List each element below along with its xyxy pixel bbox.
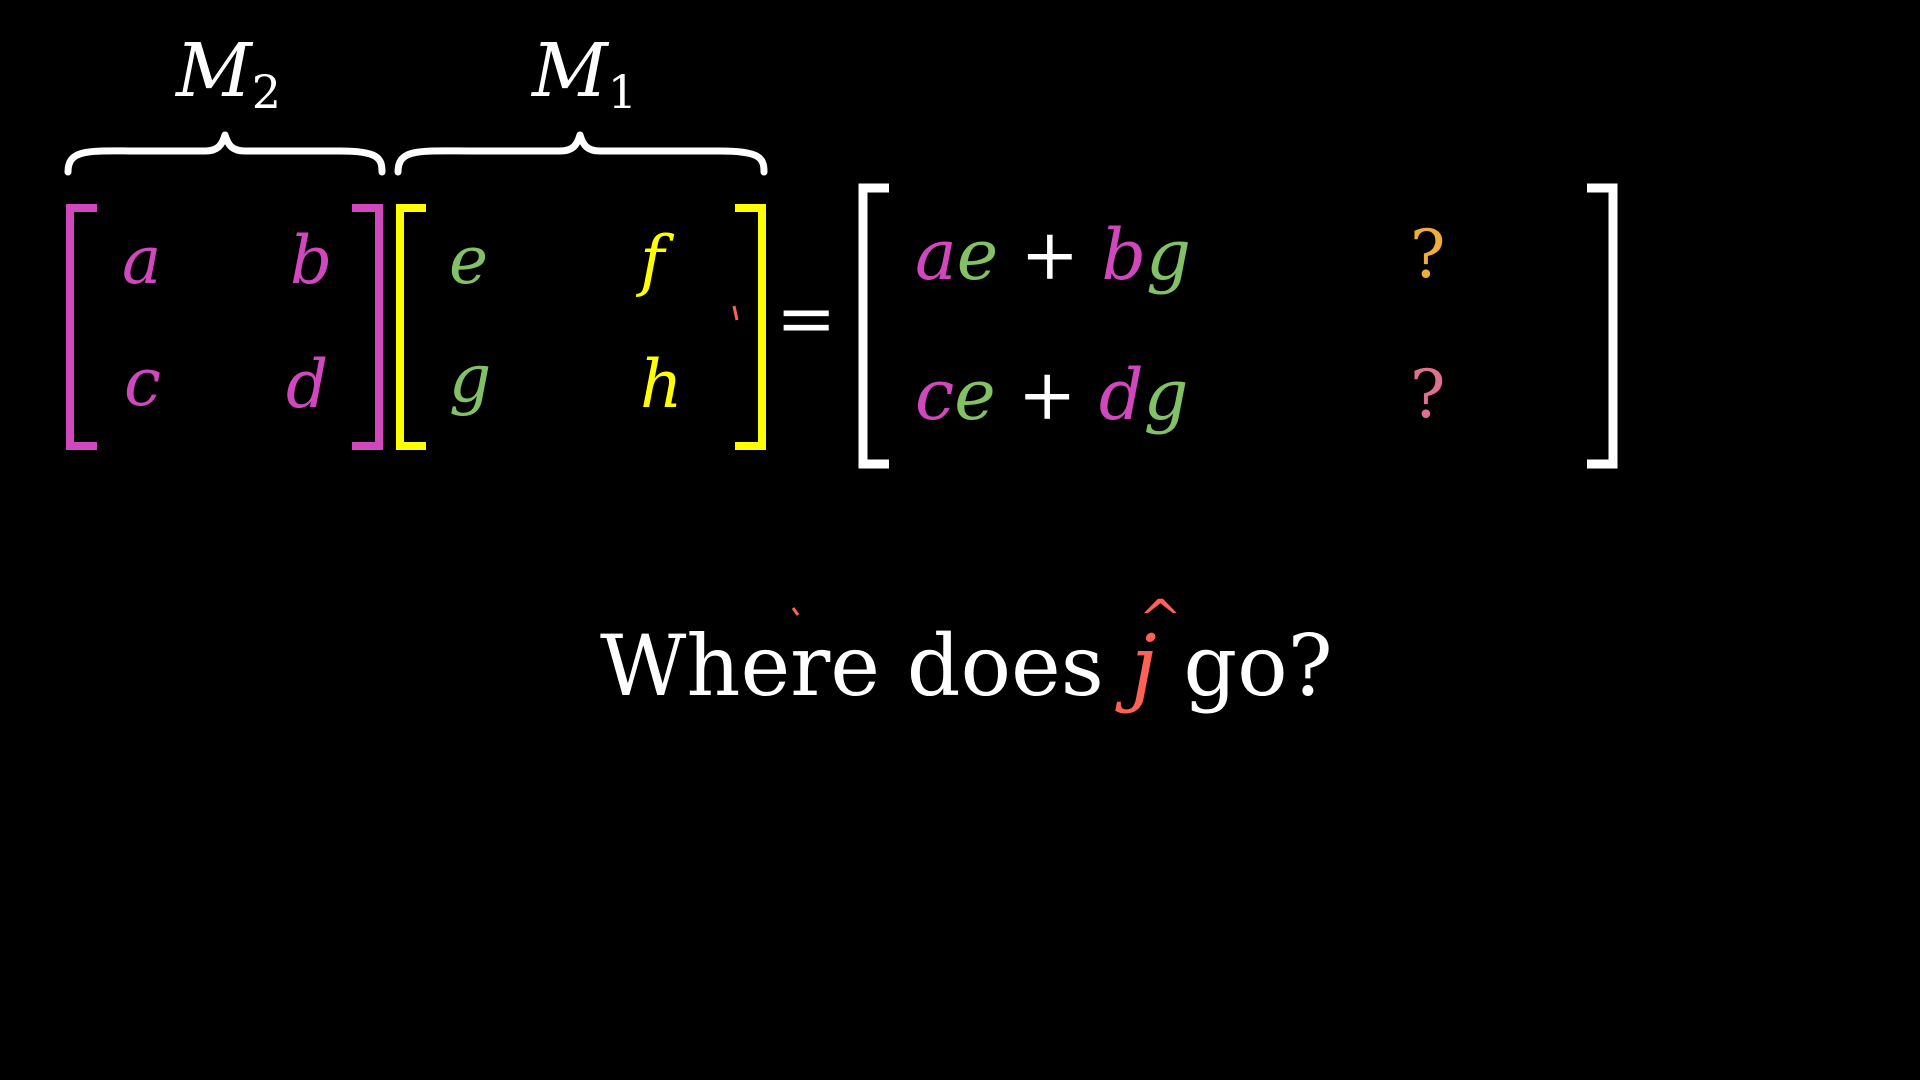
result-r1-a: a — [915, 214, 957, 296]
m2-entry-a: a — [122, 222, 162, 299]
m1-left-bracket — [396, 204, 426, 450]
stray-mark-2 — [791, 607, 800, 616]
brace-m1 — [394, 131, 768, 176]
result-r1-e: e — [956, 214, 999, 296]
caption-jhat: ^ j — [1131, 594, 1183, 708]
result-r1-plus: + — [1020, 214, 1080, 296]
equals-sign: = — [776, 276, 837, 360]
stray-mark-1 — [732, 305, 739, 321]
m2-entry-b: b — [290, 222, 333, 299]
result-question-2: ? — [1410, 356, 1446, 433]
m2-entry-d: d — [286, 346, 329, 423]
m1-entry-f: f — [640, 222, 665, 299]
result-r2-g: g — [1143, 354, 1189, 436]
m1-entry-g: g — [449, 340, 492, 417]
m1-entry-e: e — [449, 222, 489, 299]
m1-right-bracket — [735, 204, 766, 450]
result-right-bracket — [1587, 183, 1618, 469]
result-question-1: ? — [1410, 216, 1446, 293]
label-m2-letter: M — [176, 28, 252, 114]
result-r2-c: c — [915, 354, 955, 436]
m2-entry-c: c — [124, 344, 161, 421]
result-left-bracket — [858, 183, 889, 469]
jhat-letter: j — [1130, 617, 1157, 715]
label-m2: M2 — [176, 34, 281, 115]
result-r1-g: g — [1146, 214, 1191, 296]
caption: Where does ^ j go? — [600, 594, 1333, 708]
result-r2-plus: + — [1017, 354, 1077, 436]
caption-after: go? — [1156, 617, 1333, 715]
result-r2-e: e — [954, 354, 996, 436]
label-m1-letter: M — [532, 28, 608, 114]
m2-left-bracket — [66, 204, 97, 450]
result-r1-b: b — [1101, 214, 1147, 296]
result-r2-d: d — [1098, 354, 1144, 436]
result-row1: ae + bg — [915, 220, 1191, 290]
result-row2: ce + dg — [915, 360, 1188, 430]
m2-right-bracket — [352, 204, 383, 450]
caption-before: Where does — [600, 617, 1131, 715]
label-m1: M1 — [532, 34, 637, 115]
label-m2-sub: 2 — [251, 65, 282, 119]
jhat-hat: ^ — [1138, 590, 1183, 650]
m1-entry-h: h — [640, 346, 683, 423]
brace-m2 — [64, 131, 386, 176]
label-m1-sub: 1 — [607, 65, 638, 119]
